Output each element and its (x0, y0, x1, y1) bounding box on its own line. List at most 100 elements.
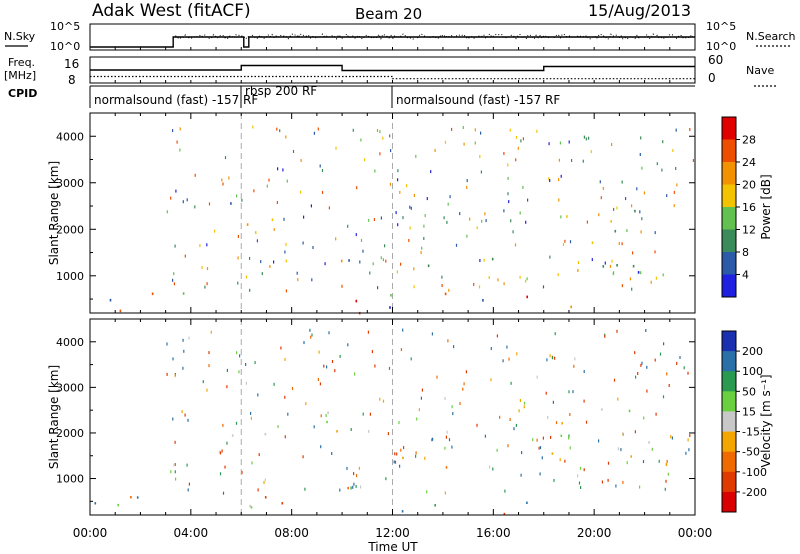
sparse-cell (398, 421, 400, 425)
sparse-cell (675, 167, 677, 170)
colorbar-tick-label: 12 (742, 224, 756, 237)
sparse-cell (639, 153, 641, 156)
sparse-cell (380, 256, 382, 260)
sparse-cell (455, 243, 458, 247)
sparse-cell (542, 285, 545, 289)
sparse-cell (517, 146, 519, 150)
sparse-cell (335, 237, 337, 241)
sparse-cell (583, 370, 585, 373)
sparse-cell (625, 197, 627, 201)
sparse-cell (400, 348, 402, 352)
sparse-cell (335, 146, 337, 150)
sparse-cell (683, 366, 685, 370)
sparse-cell (452, 412, 454, 416)
sparse-cell (507, 444, 509, 448)
sparse-cell (241, 198, 243, 202)
sparse-cell (376, 129, 379, 132)
sparse-cell (367, 330, 369, 334)
nave-series-line (90, 75, 695, 80)
data-cell (610, 220, 612, 223)
colorbar-tick-label: 8 (742, 246, 749, 259)
sparse-cell (199, 244, 201, 248)
sparse-cell (510, 219, 512, 223)
sparse-cell (406, 184, 408, 188)
sparse-cell (273, 228, 275, 231)
sparse-cell (359, 260, 361, 264)
x-tick-label: 16:00 (476, 526, 511, 540)
sparse-cell (284, 435, 286, 439)
sparse-cell (432, 437, 434, 441)
sparse-cell (277, 167, 279, 171)
nsky-tick-top: 10^5 (50, 20, 80, 33)
sparse-cell (514, 243, 517, 247)
sparse-cell (559, 141, 561, 145)
sparse-cell (356, 186, 358, 190)
x-tick-label: 04:00 (174, 526, 209, 540)
sparse-cell (222, 491, 225, 495)
sparse-cell (286, 179, 288, 183)
data-cell (264, 433, 267, 436)
colorbar-tick-label: 100 (742, 365, 763, 378)
sparse-cell (360, 485, 362, 489)
sparse-cell (626, 461, 628, 465)
colorbar-tick-label: -50 (742, 446, 760, 459)
sparse-cell (202, 380, 204, 384)
velocity-colorbar: Velocity [m s⁻¹] 200 100 50 15 -15 -50 -100 -20… (721, 330, 773, 513)
sparse-cell (284, 395, 286, 399)
data-cell (591, 241, 594, 244)
sparse-cell (194, 205, 196, 209)
sparse-cell (549, 179, 551, 182)
sparse-cell (421, 388, 423, 392)
sparse-cell (362, 412, 364, 416)
sparse-cell (539, 472, 541, 476)
freq-series-line (90, 64, 695, 72)
sparse-cell (542, 436, 544, 440)
sparse-cell (201, 266, 203, 270)
sparse-cell (643, 191, 645, 195)
velocity-colorbar-frame (721, 330, 737, 513)
data-cell (336, 430, 338, 433)
sparse-cell (172, 357, 174, 361)
sparse-cell (632, 251, 634, 255)
sparse-cell (451, 445, 453, 449)
sparse-cell (235, 421, 238, 425)
sparse-cell (532, 438, 534, 442)
data-cell (526, 295, 528, 299)
colorbar-tick-label: 20 (742, 179, 756, 192)
sparse-cell (369, 271, 371, 275)
sparse-cell (166, 372, 168, 376)
y-tick-label: 4000 (56, 336, 84, 349)
sparse-cell (347, 343, 349, 347)
sparse-cell (602, 186, 604, 190)
sparse-cell (666, 459, 668, 463)
data-cell (390, 294, 392, 297)
sparse-cell (355, 484, 357, 488)
sparse-cell (320, 414, 322, 418)
sparse-cell (172, 278, 174, 282)
sparse-cell (574, 357, 576, 361)
sparse-cell (237, 235, 239, 238)
data-cell (628, 409, 631, 413)
sparse-cell (626, 229, 628, 233)
sparse-cell (303, 215, 305, 219)
sparse-cell (312, 246, 314, 249)
sparse-cell (441, 275, 443, 279)
sparse-cell (418, 408, 420, 412)
sparse-cell (174, 374, 176, 378)
sparse-cell (641, 217, 643, 221)
sparse-cell (273, 382, 275, 386)
sparse-cell (449, 195, 451, 199)
nsearch-label: N.Search (746, 30, 796, 43)
sparse-cell (263, 481, 265, 484)
sparse-cell (236, 351, 238, 355)
sparse-cell (415, 154, 417, 158)
sparse-cell (673, 190, 675, 194)
sparse-cell (283, 217, 285, 221)
sparse-cell (206, 388, 208, 392)
sparse-cell (485, 219, 487, 223)
sparse-cell (277, 425, 279, 429)
sparse-cell (346, 466, 348, 470)
colorbar-swatch (722, 471, 736, 493)
sparse-cell (413, 194, 415, 197)
colorbar-swatch (722, 431, 736, 453)
